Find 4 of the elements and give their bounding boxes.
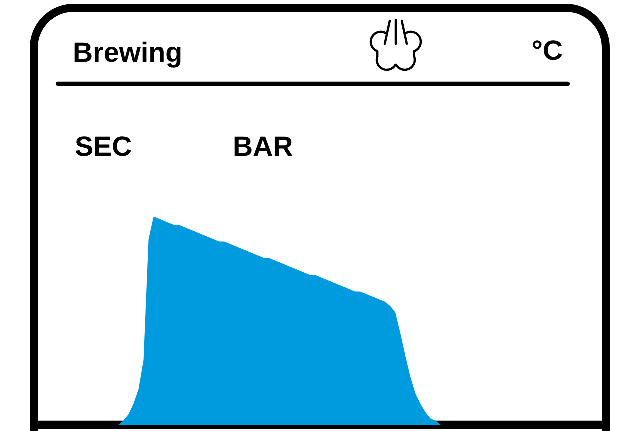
chart-title: Brewing — [74, 42, 181, 68]
text: SEC — [76, 136, 132, 156]
text: °C — [533, 40, 562, 60]
text: BAR — [234, 136, 293, 156]
